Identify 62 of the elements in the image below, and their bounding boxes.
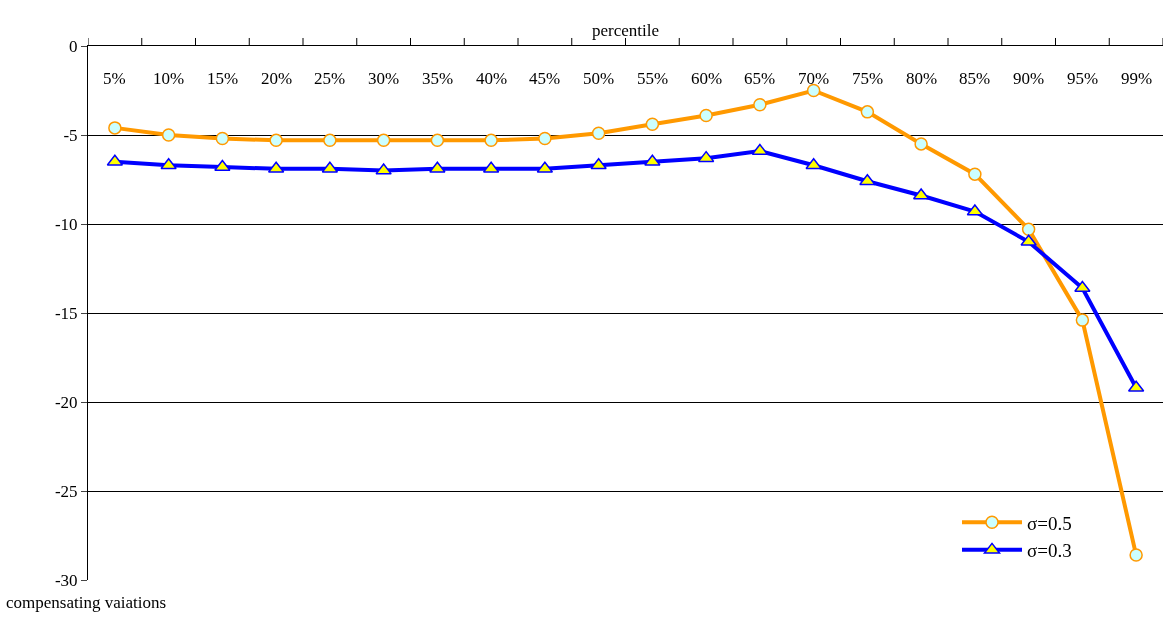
x-tick-label: 40% — [476, 69, 508, 88]
legend-label: σ=0.5 — [1027, 512, 1072, 534]
y-tick-label: -5 — [63, 125, 78, 145]
x-tick-label: 15% — [207, 69, 239, 88]
point — [108, 121, 122, 135]
point — [590, 158, 607, 170]
x-tick-label: 45% — [529, 69, 561, 88]
y-tick-label: -15 — [54, 303, 78, 323]
point — [644, 154, 661, 166]
point — [215, 131, 230, 146]
point — [375, 163, 392, 175]
y-tick-label: -25 — [54, 481, 78, 501]
x-tick-label: 99% — [1121, 69, 1153, 88]
point — [484, 133, 498, 148]
point — [376, 133, 391, 148]
x-tick-label: 95% — [1067, 69, 1099, 88]
y-tick-label: 0 — [69, 36, 78, 56]
point — [968, 167, 982, 181]
point — [538, 131, 552, 146]
point — [323, 133, 337, 148]
point — [214, 159, 231, 172]
x-tick-label: 70% — [798, 69, 830, 88]
point — [699, 108, 713, 123]
x-tick-label: 55% — [637, 69, 669, 88]
x-tick-label: 50% — [583, 69, 615, 88]
y-axis-title: compensating vaiations — [6, 593, 167, 612]
point — [806, 83, 821, 98]
x-tick-label: 65% — [744, 69, 776, 88]
point — [1075, 313, 1090, 327]
x-tick-label: 90% — [1013, 69, 1045, 88]
x-tick-label: 5% — [103, 69, 126, 88]
x-tick-label: 75% — [852, 69, 884, 88]
x-tick-label: 10% — [153, 69, 185, 88]
x-tick-label: 80% — [906, 69, 938, 88]
x-tick-label: 30% — [368, 69, 400, 88]
point — [269, 133, 283, 148]
point — [160, 158, 177, 170]
y-tick-label: -20 — [54, 392, 78, 412]
x-tick-label: 60% — [691, 69, 723, 88]
point — [751, 143, 769, 156]
point — [430, 133, 445, 148]
point — [1021, 222, 1036, 237]
point — [914, 137, 928, 151]
point — [753, 97, 767, 112]
y-tick-label: -30 — [54, 570, 78, 590]
point — [1074, 280, 1091, 293]
x-tick-label: 20% — [261, 69, 293, 88]
point — [859, 174, 876, 186]
legend-label: σ=0.3 — [1027, 540, 1072, 562]
point — [429, 161, 446, 173]
point — [860, 105, 875, 119]
y-tick-label: -10 — [54, 214, 78, 234]
x-axis-title: percentile — [591, 20, 660, 40]
x-tick-label: 35% — [422, 69, 454, 88]
point — [161, 128, 176, 142]
point — [645, 117, 660, 132]
point — [591, 126, 606, 140]
point — [805, 158, 822, 170]
x-tick-label: 85% — [959, 69, 991, 88]
x-tick-label: 25% — [314, 69, 346, 88]
point — [697, 150, 715, 163]
point — [1020, 234, 1037, 246]
